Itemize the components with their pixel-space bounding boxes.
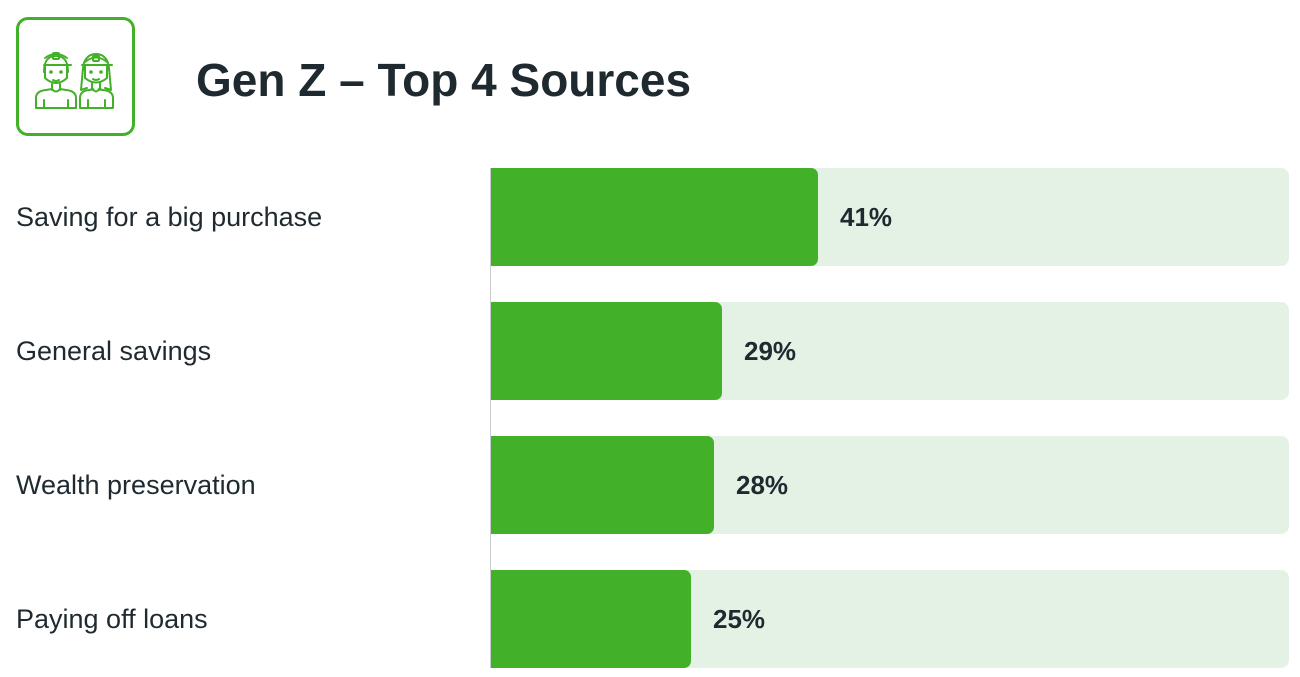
value-label: 29% bbox=[744, 335, 797, 366]
value-label: 25% bbox=[713, 603, 766, 634]
value-label: 28% bbox=[736, 469, 789, 500]
bar bbox=[491, 302, 722, 400]
category-label: Wealth preservation bbox=[16, 469, 256, 500]
bar-row: Wealth preservation 28% bbox=[0, 436, 1300, 534]
axis-baseline bbox=[490, 168, 491, 668]
category-label: Paying off loans bbox=[16, 603, 208, 634]
gen-z-people-icon bbox=[16, 17, 135, 136]
category-label: General savings bbox=[16, 335, 212, 366]
bar-row: Paying off loans 25% bbox=[0, 570, 1300, 668]
chart-title: Gen Z – Top 4 Sources bbox=[196, 54, 692, 106]
bar bbox=[491, 436, 714, 534]
bar bbox=[491, 570, 691, 668]
value-label: 41% bbox=[840, 201, 893, 232]
category-label: Saving for a big purchase bbox=[16, 201, 323, 232]
bar-row: Saving for a big purchase 41% bbox=[0, 168, 1300, 266]
bar-row: General savings 29% bbox=[0, 302, 1300, 400]
bar bbox=[491, 168, 818, 266]
